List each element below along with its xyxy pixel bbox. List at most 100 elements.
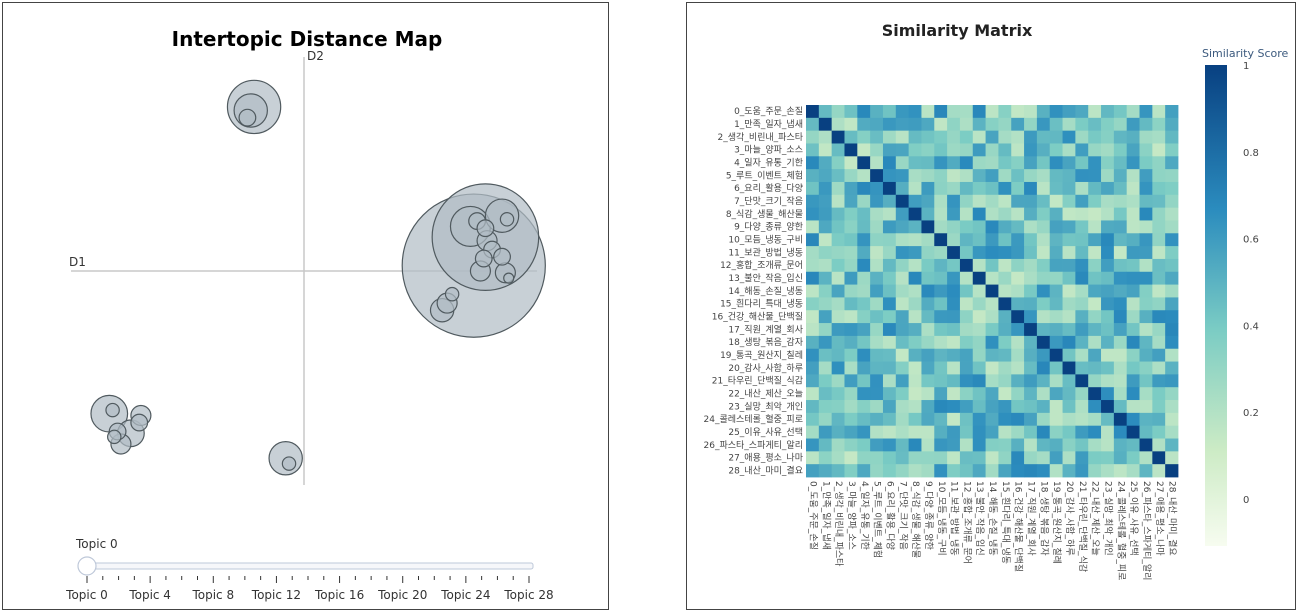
heatmap-cell xyxy=(882,374,897,388)
heatmap-row-label: 21_타우린_단백질_식감 xyxy=(712,375,803,387)
heatmap-cell xyxy=(882,387,897,401)
topic-bubble xyxy=(130,413,149,432)
heatmap-cell xyxy=(844,258,858,273)
heatmap-cell xyxy=(1101,207,1115,221)
heatmap-cell xyxy=(1126,284,1140,298)
heatmap-cell xyxy=(1088,335,1102,350)
heatmap-cell xyxy=(806,156,820,170)
heatmap-cell xyxy=(972,412,986,427)
heatmap-cell xyxy=(972,297,986,311)
heatmap-cell xyxy=(908,348,922,362)
heatmap-cell xyxy=(1075,348,1089,362)
heatmap-cell xyxy=(1049,246,1063,260)
heatmap-cell xyxy=(1036,271,1051,285)
heatmap-cell xyxy=(908,220,922,234)
heatmap-cell xyxy=(1126,181,1140,196)
heatmap-cell xyxy=(1152,451,1166,465)
heatmap-cell xyxy=(1075,220,1089,234)
heatmap-cell xyxy=(1139,310,1153,324)
heatmap-cell xyxy=(1139,438,1153,452)
heatmap-cell xyxy=(1152,361,1166,375)
heatmap-cell xyxy=(818,451,833,465)
heatmap-cell xyxy=(934,425,948,439)
heatmap-cell xyxy=(921,310,935,324)
heatmap-cell xyxy=(1011,323,1025,337)
heatmap-cell xyxy=(1113,169,1128,183)
heatmap-cell xyxy=(1126,169,1140,183)
heatmap-cell xyxy=(1101,297,1115,311)
heatmap-cell xyxy=(831,284,845,298)
heatmap-cell xyxy=(934,310,948,324)
heatmap-cell xyxy=(818,233,833,247)
heatmap-cell xyxy=(934,361,948,375)
heatmap-cell xyxy=(998,181,1012,196)
heatmap-cell xyxy=(831,233,845,247)
heatmap-cell xyxy=(908,425,922,439)
heatmap-col-label: 12_홍합_조개류_문어 xyxy=(961,481,973,564)
slider-handle[interactable] xyxy=(77,556,97,576)
heatmap-cell xyxy=(895,335,910,350)
heatmap-cell xyxy=(1101,323,1115,337)
heatmap-cell xyxy=(1113,258,1128,273)
heatmap-cell xyxy=(1049,220,1063,234)
heatmap-cell xyxy=(921,374,935,388)
topic-bubble xyxy=(493,247,511,266)
heatmap-row-label: 11_보관_방법_냉동 xyxy=(728,247,803,258)
heatmap-cell xyxy=(818,374,833,388)
topic-slider[interactable]: Topic 0 Topic 0 Topic 4 Topic 8 Topic 12 Topi… xyxy=(65,537,553,602)
heatmap-cell xyxy=(1101,246,1115,260)
heatmap-row-label: 5_루트_이벤트_체험 xyxy=(726,170,803,181)
heatmap-cell xyxy=(1075,297,1089,311)
heatmap-cell xyxy=(895,156,910,170)
heatmap-cell xyxy=(921,348,935,362)
heatmap-col-label: 7_단맛_크기_작음 xyxy=(897,481,908,550)
heatmap-cell xyxy=(1088,374,1102,388)
heatmap-cell xyxy=(947,117,961,132)
heatmap-cell xyxy=(921,207,935,221)
heatmap-cell xyxy=(985,105,999,119)
slider-tick-label: Topic 4 xyxy=(128,588,171,602)
heatmap-cell xyxy=(921,271,935,285)
heatmap-cell xyxy=(857,194,871,209)
heatmap-cell xyxy=(1152,105,1166,119)
heatmap-cell xyxy=(1152,130,1166,144)
heatmap-cell xyxy=(908,451,922,465)
heatmap-cell xyxy=(870,387,884,401)
heatmap-cell xyxy=(1075,451,1089,465)
heatmap-cell xyxy=(1036,169,1051,183)
heatmap-cell xyxy=(1139,246,1153,260)
heatmap-cell xyxy=(870,348,884,362)
heatmap-cell xyxy=(1152,246,1166,260)
heatmap-cell xyxy=(870,438,884,452)
heatmap-cell xyxy=(959,233,974,247)
heatmap-cell xyxy=(972,181,986,196)
heatmap-cell xyxy=(1062,156,1076,170)
heatmap-cell xyxy=(895,194,910,209)
heatmap-cell xyxy=(1011,207,1025,221)
heatmap-cell xyxy=(998,105,1012,119)
heatmap-cell xyxy=(1011,412,1025,427)
heatmap-cell xyxy=(947,271,961,285)
heatmap-cell xyxy=(1049,130,1063,144)
heatmap-cell xyxy=(831,143,845,157)
heatmap-cell xyxy=(806,387,820,401)
heatmap-cell xyxy=(1101,412,1115,427)
heatmap-cell xyxy=(1011,425,1025,439)
heatmap-cell xyxy=(1165,348,1179,362)
topic-bubble xyxy=(444,286,460,302)
heatmap-cell xyxy=(921,105,935,119)
heatmap-cell xyxy=(1062,374,1076,388)
heatmap-cell xyxy=(1062,284,1076,298)
heatmap-cell xyxy=(806,130,820,144)
heatmap-cell xyxy=(1036,412,1051,427)
heatmap-cell xyxy=(1113,451,1128,465)
heatmap-cell xyxy=(1088,130,1102,144)
heatmap-cell xyxy=(831,220,845,234)
heatmap-cell xyxy=(1139,220,1153,234)
heatmap-cell xyxy=(1101,400,1115,414)
heatmap-cell xyxy=(908,310,922,324)
heatmap-col-label: 4_일자_유통_기한 xyxy=(859,481,870,550)
heatmap-cell xyxy=(959,387,974,401)
heatmap-cell xyxy=(831,387,845,401)
